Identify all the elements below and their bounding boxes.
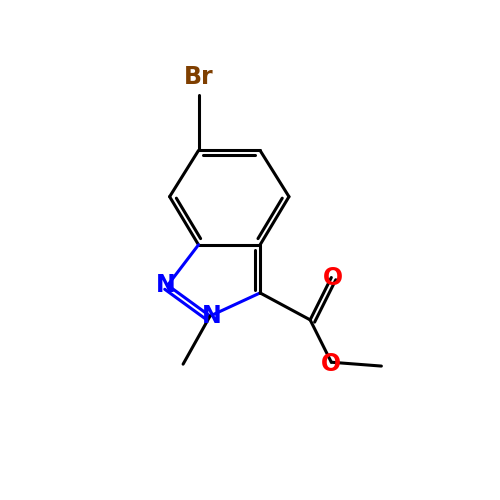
Text: N: N (156, 273, 176, 297)
Text: O: O (322, 352, 342, 376)
Text: O: O (323, 266, 344, 289)
Text: Br: Br (184, 65, 214, 89)
Text: N: N (202, 304, 222, 328)
